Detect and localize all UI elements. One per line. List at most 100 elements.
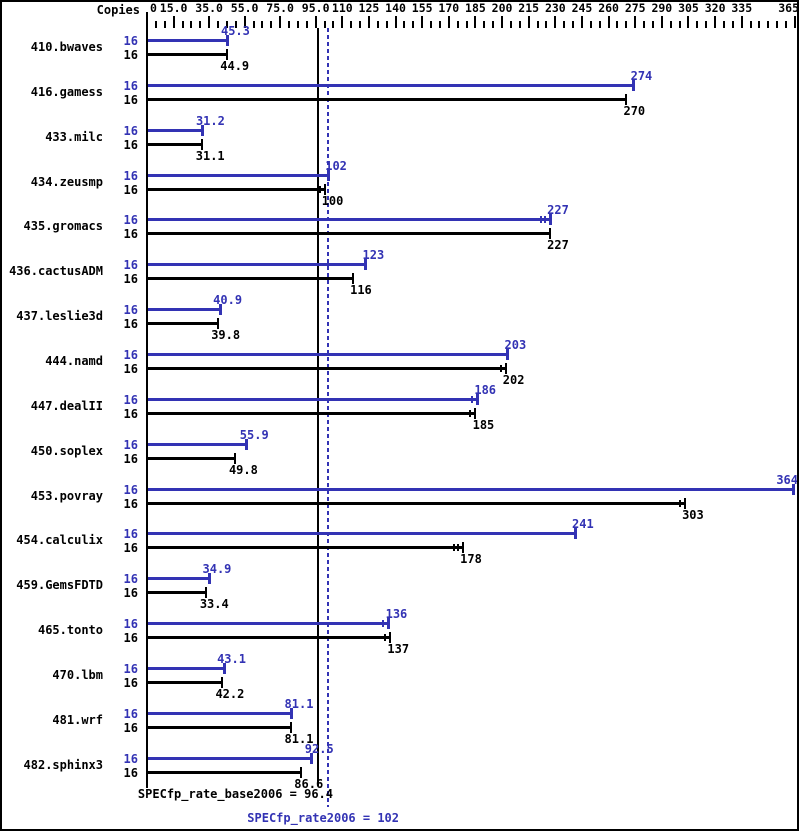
peak-bar-cap-454.calculix xyxy=(573,528,577,540)
axis-minor-tick-135 xyxy=(385,21,388,28)
base-value-454.calculix: 178 xyxy=(460,552,482,567)
benchmark-label-436.cactusADM: 436.cactusADM xyxy=(9,264,103,279)
axis-minor-tick-330 xyxy=(731,21,734,28)
peak-spread-mark-465.tonto xyxy=(382,620,385,628)
axis-minor-tick-360 xyxy=(785,21,788,28)
copies-peak-433.milc: 16 xyxy=(123,123,138,138)
peak-bar-482.sphinx3 xyxy=(148,756,312,760)
base-value-482.sphinx3: 86.6 xyxy=(294,776,324,791)
peak-bar-cap-470.lbm xyxy=(222,662,226,674)
peak-bar-470.lbm xyxy=(148,666,224,670)
peak-value-435.gromacs: 227 xyxy=(547,203,569,218)
copies-base-444.namd: 16 xyxy=(123,361,138,376)
base-spread-mark-444.namd xyxy=(499,364,502,372)
peak-bar-cap-433.milc xyxy=(201,124,205,136)
axis-label-305: 305 xyxy=(678,1,699,15)
copies-base-434.zeusmp: 16 xyxy=(123,182,138,197)
axis-label-75.0: 75.0 xyxy=(266,1,294,15)
benchmark-label-482.sphinx3: 482.sphinx3 xyxy=(23,757,103,772)
peak-bar-433.milc xyxy=(148,128,203,132)
copies-peak-447.dealII: 16 xyxy=(123,392,138,407)
base-spread-mark-454.calculix xyxy=(453,544,455,552)
axis-minor-tick-295 xyxy=(669,21,672,28)
base-value-435.gromacs: 227 xyxy=(547,238,569,253)
base-value-436.cactusADM: 116 xyxy=(350,283,372,298)
copies-base-436.cactusADM: 16 xyxy=(123,272,138,287)
peak-value-410.bwaves: 45.3 xyxy=(220,24,250,38)
axis-label-125: 125 xyxy=(358,1,380,15)
peak-value-447.dealII: 186 xyxy=(474,382,497,397)
peak-bar-cap-447.dealII xyxy=(476,393,480,405)
copies-base-447.dealII: 16 xyxy=(123,406,138,421)
copies-base-416.gamess: 16 xyxy=(123,92,138,107)
axis-major-tick-155 xyxy=(421,16,424,28)
peak-bar-410.bwaves xyxy=(148,39,228,42)
copies-base-481.wrf: 16 xyxy=(123,720,138,735)
axis-major-tick-35.0 xyxy=(208,16,211,28)
copies-base-465.tonto: 16 xyxy=(123,631,138,646)
copies-peak-465.tonto: 16 xyxy=(123,617,138,632)
copies-peak-482.sphinx3: 16 xyxy=(123,751,138,766)
copies-peak-436.cactusADM: 16 xyxy=(123,258,138,273)
axis-minor-tick-45 xyxy=(225,21,228,28)
peak-value-482.sphinx3: 92.5 xyxy=(304,741,334,756)
base-bar-454.calculix xyxy=(148,546,463,550)
axis-minor-tick-105 xyxy=(332,21,335,28)
axis-minor-tick-265 xyxy=(616,21,619,28)
base-value-465.tonto: 137 xyxy=(387,642,410,657)
axis-major-tick-170 xyxy=(447,16,450,28)
axis-minor-tick-60 xyxy=(252,21,255,28)
axis-minor-tick-100 xyxy=(323,21,326,28)
copies-peak-453.povray: 16 xyxy=(123,482,138,497)
base-bar-cap-465.tonto xyxy=(389,632,392,644)
axis-major-tick-230 xyxy=(554,16,557,28)
base-value-459.GemsFDTD: 33.4 xyxy=(199,597,229,612)
axis-minor-tick-210 xyxy=(518,21,521,28)
axis-major-tick-185 xyxy=(474,16,477,28)
benchmark-label-410.bwaves: 410.bwaves xyxy=(30,40,103,54)
peak-bar-459.GemsFDTD xyxy=(148,577,209,581)
benchmark-label-453.povray: 453.povray xyxy=(30,488,103,503)
axis-major-tick-305 xyxy=(687,16,690,28)
benchmark-label-454.calculix: 454.calculix xyxy=(16,533,103,548)
axis-minor-tick-10 xyxy=(163,21,166,28)
copies-base-459.GemsFDTD: 16 xyxy=(123,586,138,601)
axis-label-95.0: 95.0 xyxy=(301,1,330,15)
peak-bar-cap-437.leslie3d xyxy=(218,304,222,316)
axis-minor-tick-220 xyxy=(536,21,539,28)
axis-minor-tick-160 xyxy=(430,21,433,28)
peak-bar-cap-434.zeusmp xyxy=(327,169,331,181)
copies-peak-435.gromacs: 16 xyxy=(123,213,138,228)
copies-peak-454.calculix: 16 xyxy=(123,527,138,542)
axis-minor-tick-175 xyxy=(456,21,459,28)
base-bar-481.wrf xyxy=(148,725,291,729)
copies-peak-481.wrf: 16 xyxy=(123,706,138,721)
peak-spread-mark-447.dealII xyxy=(471,395,474,403)
axis-label-15.0: 15.0 xyxy=(159,1,188,15)
axis-minor-tick-240 xyxy=(572,21,575,28)
peak-spread-mark-435.gromacs xyxy=(540,216,542,224)
copies-peak-410.bwaves: 16 xyxy=(123,34,138,48)
axis-major-tick-245 xyxy=(580,16,583,28)
axis-minor-tick-250 xyxy=(589,21,592,28)
copies-base-435.gromacs: 16 xyxy=(123,227,138,242)
axis-label-170: 170 xyxy=(438,1,460,15)
axis-label-200: 200 xyxy=(491,1,513,15)
axis-minor-tick-30 xyxy=(199,21,202,28)
peak-bar-cap-435.gromacs xyxy=(549,214,552,226)
copies-base-453.povray: 16 xyxy=(123,496,138,511)
axis-minor-tick-350 xyxy=(767,21,770,28)
copies-header: Copies xyxy=(96,3,140,17)
base-bar-447.dealII xyxy=(148,411,476,415)
copies-base-454.calculix: 16 xyxy=(123,541,138,556)
axis-label-185: 185 xyxy=(465,1,486,15)
axis-minor-tick-340 xyxy=(749,21,752,28)
axis-major-tick-75.0 xyxy=(279,16,282,28)
peak-bar-cap-444.namd xyxy=(506,348,510,360)
base-value-444.namd: 202 xyxy=(502,372,525,387)
peak-value-481.wrf: 81.1 xyxy=(284,696,314,711)
axis-minor-tick-310 xyxy=(696,21,699,28)
base-value-437.leslie3d: 39.8 xyxy=(211,328,241,343)
copies-base-482.sphinx3: 16 xyxy=(123,765,138,780)
caption-base-result: SPECfp_rate_base2006 = 96.4 xyxy=(137,787,333,801)
